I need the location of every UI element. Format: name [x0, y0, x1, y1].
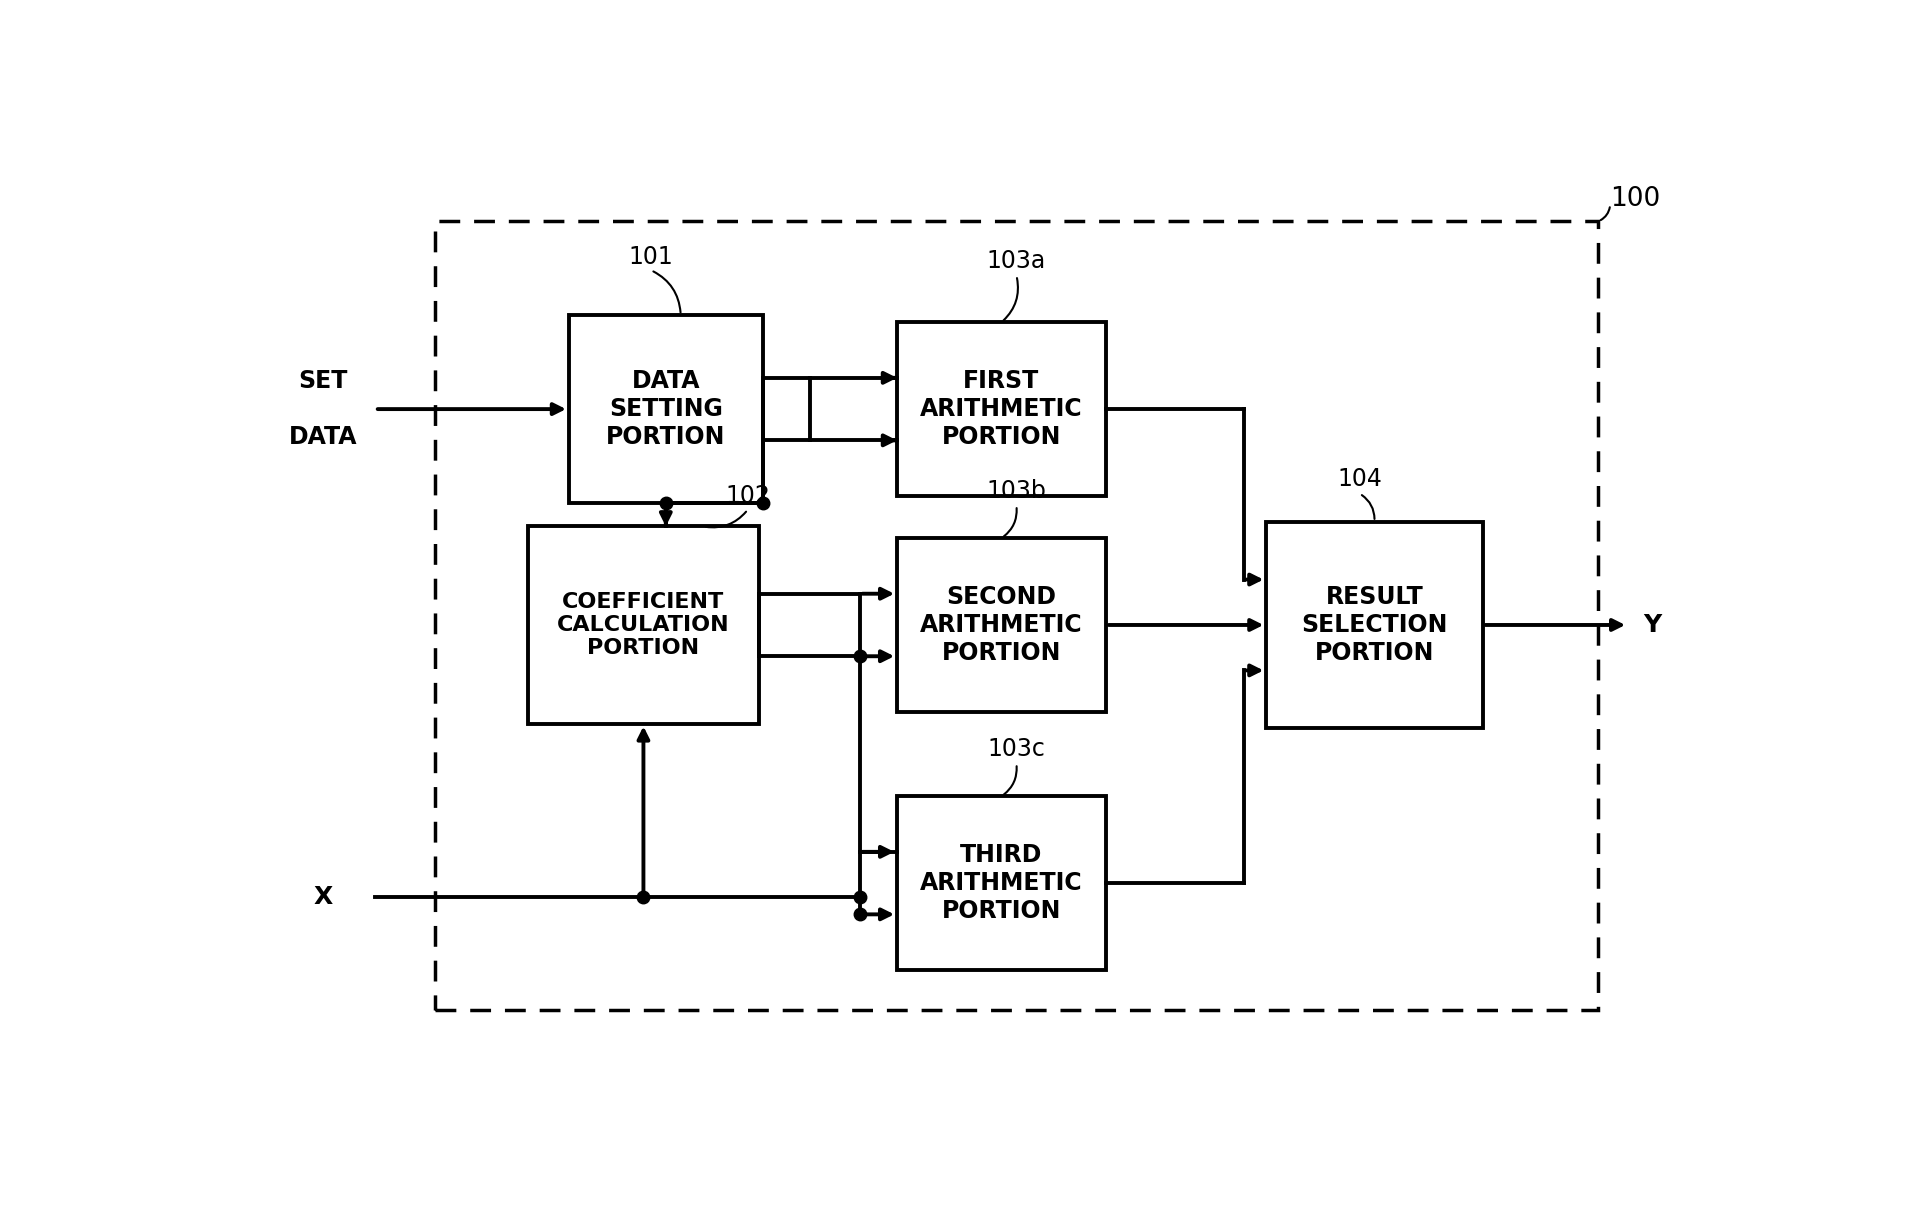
Text: SET: SET [298, 369, 346, 393]
Text: THIRD
ARITHMETIC
PORTION: THIRD ARITHMETIC PORTION [920, 844, 1082, 923]
Text: COEFFICIENT
CALCULATION
PORTION: COEFFICIENT CALCULATION PORTION [556, 591, 730, 658]
FancyBboxPatch shape [897, 538, 1107, 712]
Text: 102: 102 [726, 484, 770, 508]
FancyBboxPatch shape [897, 796, 1107, 970]
FancyBboxPatch shape [897, 322, 1107, 496]
Text: SECOND
ARITHMETIC
PORTION: SECOND ARITHMETIC PORTION [920, 585, 1082, 664]
Text: DATA: DATA [289, 425, 356, 450]
Text: 103a: 103a [988, 249, 1045, 273]
FancyBboxPatch shape [1267, 522, 1482, 728]
Text: Y: Y [1642, 613, 1661, 638]
Text: RESULT
SELECTION
PORTION: RESULT SELECTION PORTION [1301, 585, 1448, 664]
Text: 100: 100 [1609, 187, 1661, 212]
FancyBboxPatch shape [435, 222, 1598, 1009]
FancyBboxPatch shape [570, 316, 762, 503]
Text: 104: 104 [1338, 467, 1382, 491]
FancyBboxPatch shape [527, 527, 758, 724]
Text: 101: 101 [629, 245, 674, 268]
Text: X: X [314, 885, 333, 909]
Text: FIRST
ARITHMETIC
PORTION: FIRST ARITHMETIC PORTION [920, 369, 1082, 449]
Text: 103b: 103b [986, 479, 1047, 502]
Text: DATA
SETTING
PORTION: DATA SETTING PORTION [606, 369, 726, 449]
Text: 103c: 103c [988, 737, 1045, 761]
